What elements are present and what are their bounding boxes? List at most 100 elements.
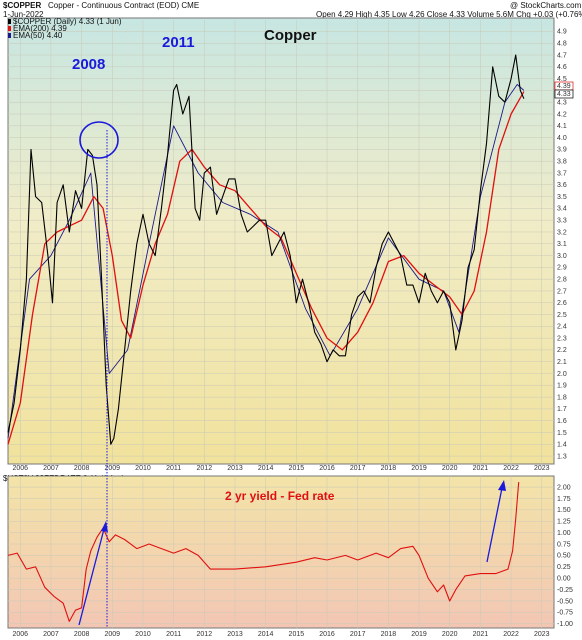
price-y-tick-label: 3.0: [557, 253, 567, 260]
price-y-tick-label: 3.2: [557, 229, 567, 236]
arrow-2022: [486, 480, 506, 563]
price-grid: [8, 20, 554, 464]
spread-x-tick-label: 2009: [105, 631, 121, 638]
arrow-2022-head: [498, 480, 506, 491]
annotation-yield: 2 yr yield - Fed rate: [225, 489, 335, 503]
price-x-tick-label: 2015: [289, 465, 305, 472]
price-y-tick-label: 3.8: [557, 158, 567, 165]
legend-ema50: EMA(50) 4.40: [13, 31, 63, 40]
spread-x-tick-label: 2011: [166, 631, 181, 638]
price-x-tick-label: 2009: [105, 465, 121, 472]
price-y-tick-label: 4.8: [557, 41, 567, 48]
price-y-tick-label: 2.5: [557, 312, 567, 319]
price-y-tick-label: 1.4: [557, 442, 567, 449]
price-y-tick-label: 4.2: [557, 111, 567, 118]
price-x-tick-label: 2007: [43, 465, 59, 472]
spread-x-tick-label: 2013: [227, 631, 243, 638]
price-y-tick-label: 4.0: [557, 135, 567, 142]
price-y-tick-label: 1.5: [557, 430, 567, 437]
price-y-tick-label: 4.9: [557, 29, 567, 36]
badge-ema-text: 4.39: [557, 83, 571, 90]
spread-y-tick-label: -0.25: [557, 587, 573, 594]
legend-ema200: EMA(200) 4.39: [13, 24, 67, 33]
price-y-tick-label: 2.2: [557, 347, 567, 354]
spread-x-tick-label: 2019: [411, 631, 427, 638]
price-y-tick-label: 2.6: [557, 300, 567, 307]
price-series-line-0: [7, 54, 525, 445]
spread-y-tick-label: -0.75: [557, 610, 573, 617]
arrow-2008-shaft: [78, 528, 105, 626]
price-x-tick-label: 2021: [473, 465, 489, 472]
price-y-tick-label: 1.8: [557, 394, 567, 401]
spread-x-tick-label: 2012: [197, 631, 213, 638]
price-y-tick-label: 3.6: [557, 182, 567, 189]
price-x-tick-label: 2012: [197, 465, 213, 472]
price-y-tick-label: 4.3: [557, 100, 567, 107]
price-series-line-2: [7, 84, 525, 439]
legend-swatch-ema50: [8, 33, 11, 38]
spread-x-tick-label: 2023: [534, 631, 550, 638]
price-x-tick-label: 2020: [442, 465, 458, 472]
price-x-tick-label: 2019: [411, 465, 427, 472]
arrow-2022-shaft: [486, 487, 503, 563]
watermark: @ StockCharts.com: [510, 1, 582, 10]
spread-x-tick-label: 2022: [503, 631, 519, 638]
spread-y-tick-label: -0.50: [557, 598, 573, 605]
price-x-tick-label: 2023: [534, 465, 550, 472]
spread-x-tick-label: 2016: [319, 631, 335, 638]
price-x-tick-label: 2016: [319, 465, 335, 472]
price-x-tick-label: 2008: [74, 465, 90, 472]
price-y-tick-label: 3.4: [557, 206, 567, 213]
annotation-2008: 2008: [72, 56, 105, 73]
spread-x-tick-label: 2015: [289, 631, 305, 638]
price-x-tick-label: 2010: [135, 465, 151, 472]
price-y-tick-label: 3.1: [557, 241, 567, 248]
spread-x-axis: 2006 2007 2008 2009 2010 2011 2012 2013 2014 2015…: [12, 631, 549, 638]
annotation-2011: 2011: [162, 34, 195, 51]
price-y-tick-label: 2.0: [557, 371, 567, 378]
spread-x-tick-label: 2017: [350, 631, 366, 638]
spread-y-tick-label: 0.00: [557, 575, 571, 582]
legend-swatch-ema200: [8, 26, 11, 31]
spread-y-tick-label: 1.00: [557, 530, 571, 537]
spread-x-tick-label: 2008: [74, 631, 90, 638]
badge-close: [554, 89, 574, 99]
spread-y-tick-label: 0.50: [557, 553, 571, 560]
legend-copper: $COPPER (Daily) 4.33 (1 Jun): [13, 17, 122, 26]
spread-x-tick-label: 2021: [473, 631, 489, 638]
price-y-tick-label: 4.6: [557, 64, 567, 71]
price-x-tick-label: 2011: [166, 465, 181, 472]
spread-series-line-0: [7, 482, 520, 622]
spread-panel: [7, 475, 555, 629]
spread-x-tick-label: 2018: [381, 631, 397, 638]
ohlc-label: Open 4.29 High 4.35 Low 4.26 Close 4.33 …: [316, 10, 582, 19]
price-y-tick-label: 2.1: [557, 359, 567, 366]
price-y-tick-label: 3.3: [557, 217, 567, 224]
legend-swatch-copper: [8, 19, 11, 24]
spread-y-tick-label: 0.25: [557, 564, 571, 571]
price-x-tick-label: 2017: [350, 465, 366, 472]
arrow-2008-head: [101, 521, 108, 532]
price-series: [7, 54, 525, 445]
peak-circle: [79, 121, 119, 159]
symbol-label: $COPPER: [3, 1, 41, 10]
price-x-tick-label: 2022: [503, 465, 519, 472]
price-x-tick-label: 2006: [12, 465, 28, 472]
price-x-tick-label: 2014: [258, 465, 274, 472]
spread-y-tick-label: 0.75: [557, 541, 571, 548]
spread-x-tick-label: 2007: [43, 631, 59, 638]
date-label: 1-Jun-2022: [3, 10, 44, 19]
spread-y-tick-label: 1.75: [557, 496, 571, 503]
price-y-tick-label: 2.8: [557, 276, 567, 283]
price-y-tick-label: 3.5: [557, 194, 567, 201]
price-y-axis: 1.3 1.4 1.5 1.6 1.7 1.8 1.9 2.0 2.1 2.2 2.3 2.4 2.5 2…: [557, 29, 567, 461]
price-legend: $COPPER (Daily) 4.33 (1 Jun) EMA(200) 4.…: [8, 17, 122, 40]
price-series-line-1: [7, 91, 525, 445]
badge-close-text: 4.33: [557, 91, 571, 98]
description-label: Copper - Continuous Contract (EOD) CME: [48, 1, 199, 10]
spread-x-tick-label: 2006: [12, 631, 28, 638]
price-y-tick-label: 2.3: [557, 335, 567, 342]
chart-title: Copper: [264, 27, 317, 44]
price-y-tick-label: 2.4: [557, 324, 567, 331]
